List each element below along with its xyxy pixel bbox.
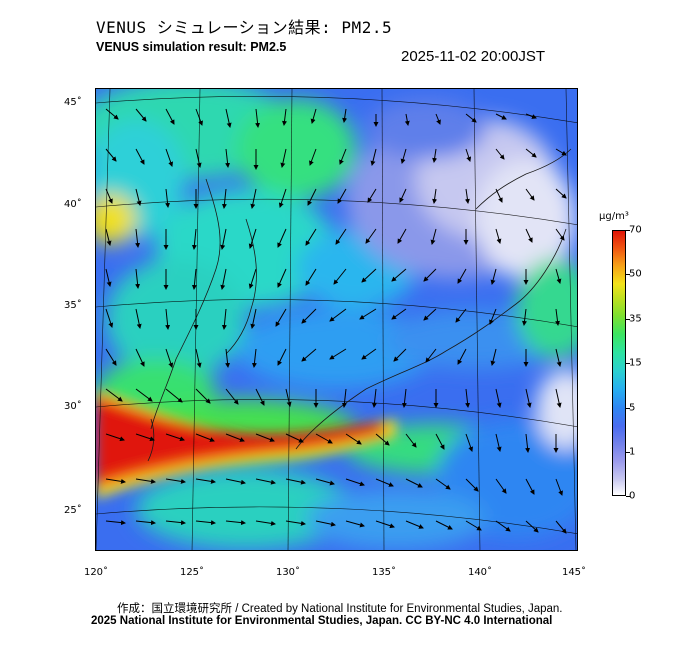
lon-label-125: 125˚ <box>179 567 205 578</box>
lon-label-145: 145˚ <box>561 567 587 578</box>
lat-label-25: 25˚ <box>64 505 82 516</box>
title-japanese: VENUS シミュレーション結果: PM2.5 <box>96 18 393 37</box>
legend-tick-15: 15 <box>629 357 642 369</box>
lat-label-40: 40˚ <box>64 199 82 210</box>
legend-tick-70: 70 <box>629 224 642 236</box>
lon-label-140: 140˚ <box>467 567 493 578</box>
legend-tick-5: 5 <box>629 402 636 414</box>
timestamp: 2025-11-02 20:00JST <box>401 48 545 65</box>
legend-colorbar <box>612 230 626 496</box>
lat-label-35: 35˚ <box>64 300 82 311</box>
legend-tick-50: 50 <box>629 268 642 280</box>
lat-label-45: 45˚ <box>64 97 82 108</box>
legend-tick-35: 35 <box>629 313 642 325</box>
lat-label-30: 30˚ <box>64 401 82 412</box>
lon-label-130: 130˚ <box>275 567 301 578</box>
legend-unit: μg/m³ <box>599 211 629 222</box>
lon-label-135: 135˚ <box>371 567 397 578</box>
coastlines <box>147 148 572 462</box>
credit-text: 作成：国立環境研究所 / Created by National Institu… <box>117 603 563 615</box>
legend-tick-1: 1 <box>629 446 636 458</box>
license-text: 2025 National Institute for Environmenta… <box>91 615 553 627</box>
legend-tick-0: 0 <box>629 490 636 502</box>
lon-label-120: 120˚ <box>83 567 109 578</box>
title-english: VENUS simulation result: PM2.5 <box>96 40 287 54</box>
pm25-map <box>95 88 578 551</box>
wind-vectors <box>105 108 567 534</box>
map-svg <box>96 89 577 550</box>
